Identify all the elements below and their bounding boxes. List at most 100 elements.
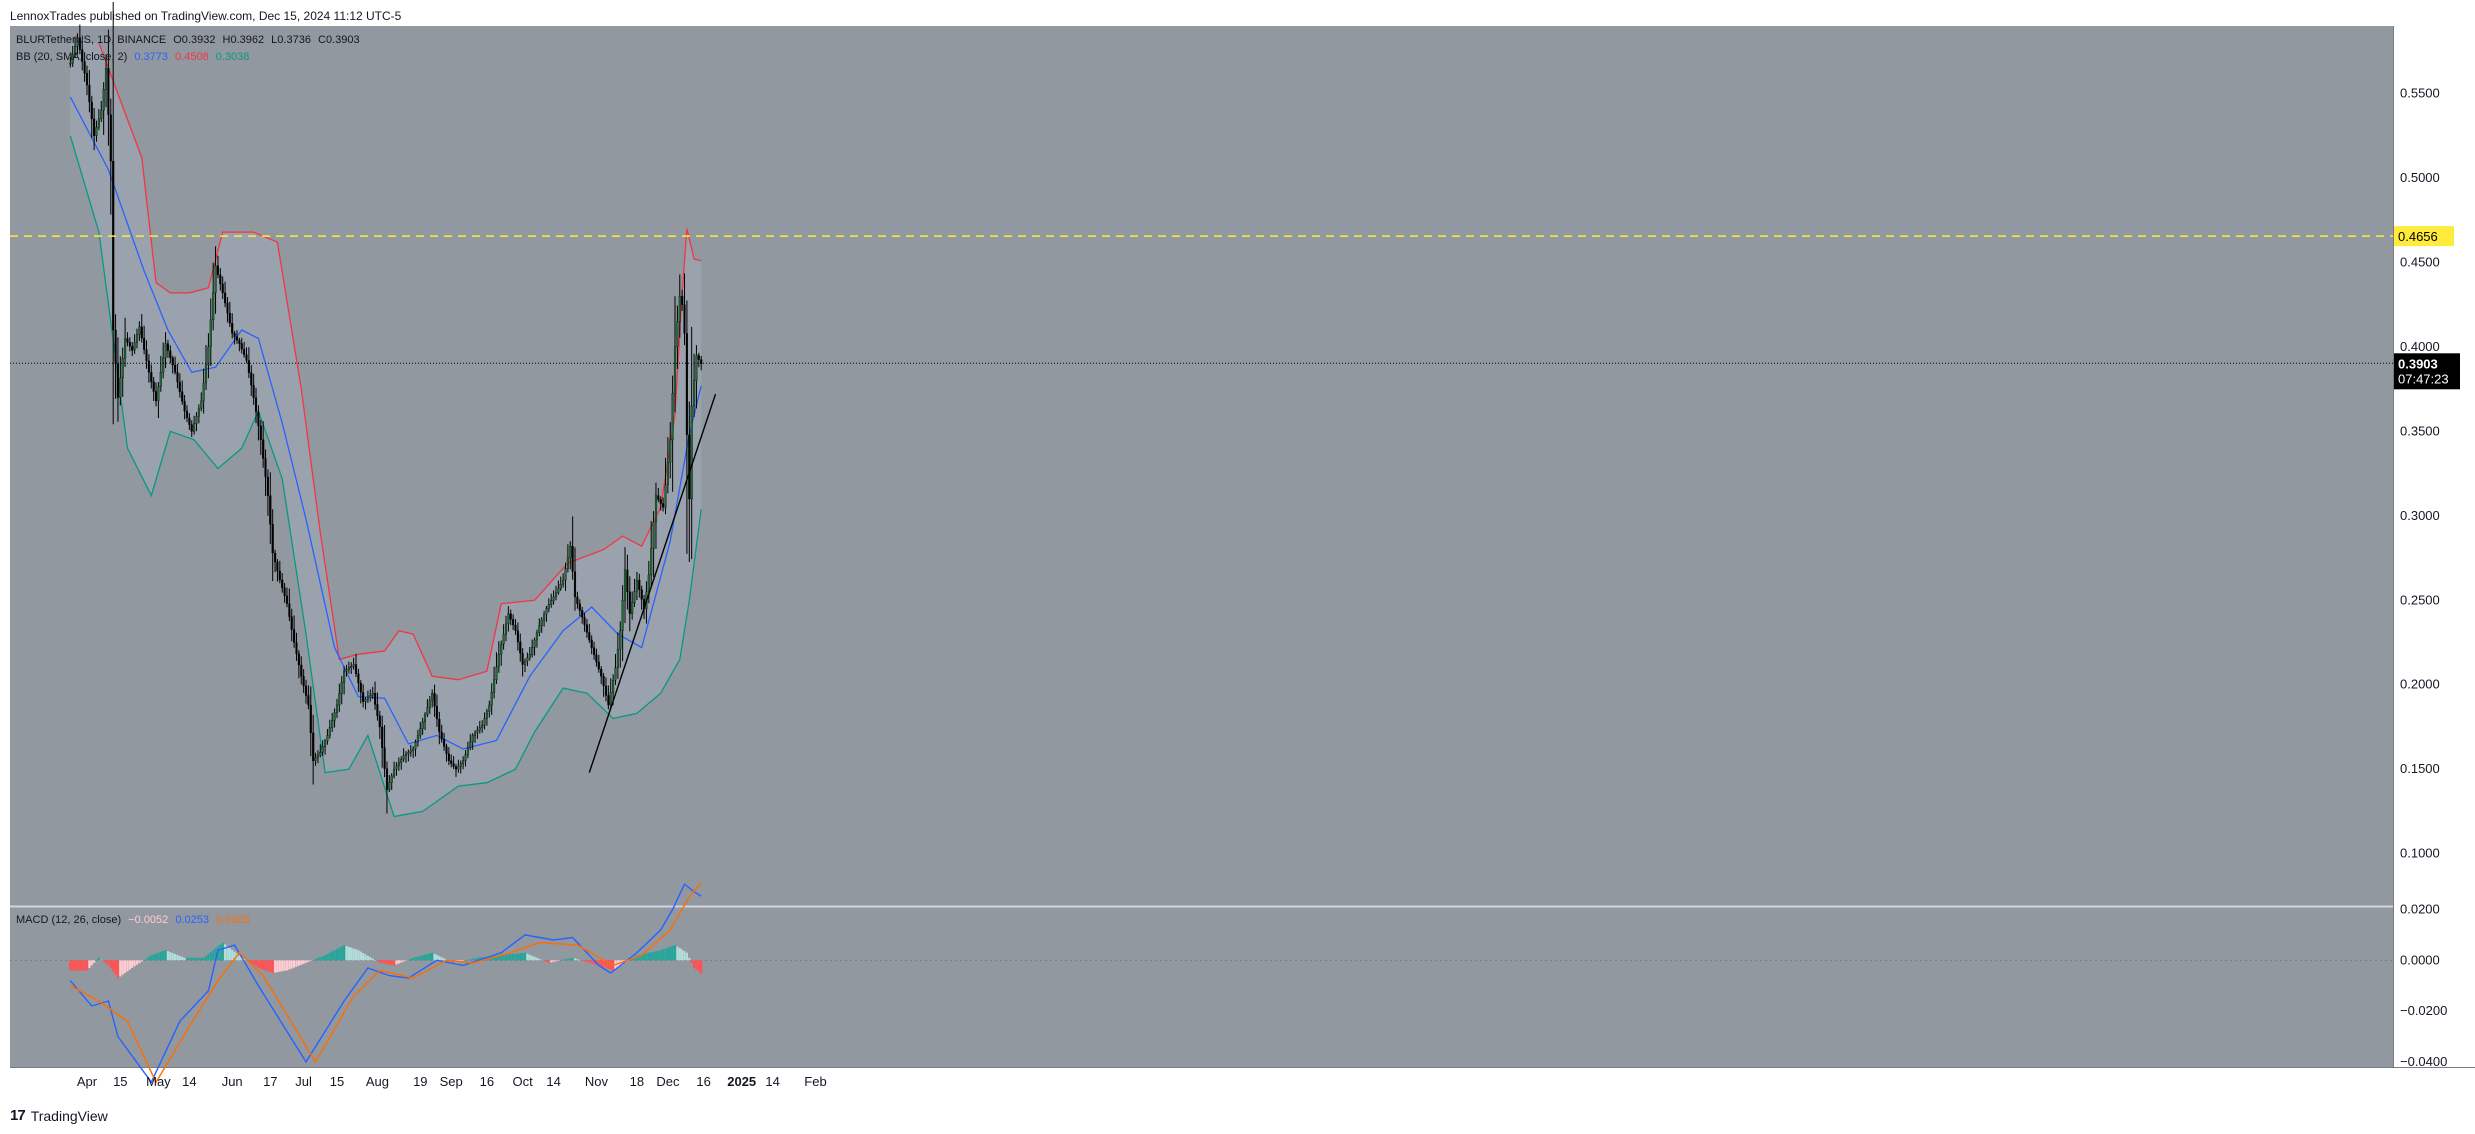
- macd-histogram-bar: [112, 960, 115, 972]
- candle-body: [366, 697, 369, 700]
- macd-histogram-bar: [414, 957, 417, 961]
- macd-histogram-bar: [143, 960, 146, 961]
- candle-body: [245, 354, 248, 361]
- high-value: H0.3962: [222, 34, 265, 46]
- candle-body: [531, 647, 534, 655]
- macd-histogram-bar: [288, 960, 291, 970]
- macd-histogram-bar: [376, 960, 379, 962]
- candle-body: [354, 664, 358, 674]
- macd-histogram-bar: [597, 960, 600, 966]
- macd-histogram-bar: [662, 949, 665, 961]
- macd-histogram-bar: [374, 960, 377, 961]
- macd-pane[interactable]: [10, 907, 2393, 1067]
- time-axis[interactable]: Apr 15 May 14 Jun 17 Jul 15 Aug 19 Sep 16 Oct 14 Nov 18…: [77, 1074, 827, 1089]
- candle-body: [697, 355, 700, 360]
- candle-body: [252, 385, 255, 398]
- candle-body: [433, 693, 436, 707]
- candle-body: [138, 326, 141, 335]
- macd-histogram-bar: [152, 954, 155, 961]
- candle-body: [238, 340, 241, 344]
- candle-body: [114, 329, 117, 364]
- macd-axis[interactable]: 0.0200 0.0000 −0.0200 −0.0400: [2400, 902, 2447, 1069]
- time-tick-label: Dec: [656, 1074, 680, 1089]
- macd-histogram-bar: [183, 957, 186, 961]
- candle-body: [685, 333, 688, 435]
- macd-histogram-bar: [233, 951, 236, 961]
- candle-body: [333, 712, 336, 721]
- macd-histogram-bar: [397, 960, 400, 964]
- macd-histogram-bar: [78, 960, 81, 971]
- candle-body: [340, 682, 343, 694]
- macd-histogram-bar: [657, 950, 660, 961]
- candle-body: [438, 718, 441, 733]
- candle-body: [471, 735, 474, 742]
- price-tick-label: 0.5000: [2400, 170, 2440, 185]
- candle-body: [583, 617, 586, 625]
- candle-body: [214, 265, 217, 293]
- candle-body: [216, 265, 219, 275]
- candle-body: [447, 753, 450, 761]
- candle-body: [459, 763, 462, 767]
- macd-histogram-bar: [671, 945, 674, 961]
- candle-body: [193, 423, 196, 432]
- macd-histogram-bar: [412, 957, 415, 961]
- candle-body: [157, 386, 160, 402]
- candle-body: [204, 364, 208, 384]
- macd-histogram-bar: [538, 958, 541, 961]
- candle-body: [190, 424, 193, 432]
- macd-histogram-bar: [259, 960, 262, 969]
- bb-label[interactable]: BB (20, SMA, close, 2): [16, 51, 128, 63]
- candle-body: [545, 608, 548, 615]
- candle-body: [621, 600, 624, 631]
- main-pane[interactable]: [10, 26, 2393, 906]
- candle-body: [578, 603, 581, 611]
- macd-histogram-bar: [219, 944, 222, 961]
- candle-body: [569, 546, 572, 558]
- macd-histogram-bar: [383, 960, 386, 964]
- macd-histogram-bar: [166, 951, 169, 961]
- macd-histogram-bar: [345, 945, 348, 961]
- macd-label[interactable]: MACD (12, 26, close): [16, 914, 122, 926]
- candle-body: [452, 763, 455, 767]
- macd-histogram-bar: [224, 944, 227, 961]
- time-tick-label: 19: [413, 1074, 427, 1089]
- macd-histogram-bar: [685, 952, 688, 961]
- candle-body: [538, 625, 541, 633]
- macd-histogram-bar: [209, 952, 212, 961]
- candle-body: [554, 592, 558, 598]
- candle-body: [174, 364, 177, 373]
- macd-histogram-bar: [550, 960, 553, 963]
- macd-histogram-bar: [371, 958, 374, 961]
- candle-body: [552, 596, 555, 601]
- macd-signal-line: [69, 882, 702, 1084]
- price-axis[interactable]: 0.5500 0.5000 0.4500 0.4000 0.3500 0.3000 0.25…: [2394, 86, 2460, 861]
- bb-band-fill: [70, 42, 702, 817]
- candle-body: [288, 603, 291, 617]
- candle-body: [302, 676, 305, 687]
- candle-body: [166, 343, 169, 351]
- candle-body: [247, 360, 250, 373]
- candle-body: [276, 561, 279, 572]
- candle-body: [421, 721, 424, 729]
- candle-body: [176, 372, 179, 383]
- candle-body: [450, 760, 453, 764]
- candle-body: [169, 350, 172, 359]
- macd-histogram-bar: [307, 960, 310, 962]
- main-legend: BLURTetherUS, 1D, BINANCE O0.3932 H0.396…: [16, 34, 364, 46]
- candle-body: [490, 692, 493, 706]
- symbol-label[interactable]: BLURTetherUS, 1D, BINANCE: [16, 34, 167, 46]
- candle-body: [121, 358, 124, 379]
- candle-body: [331, 720, 334, 728]
- candle-body: [550, 600, 553, 605]
- candle-body: [543, 614, 546, 621]
- resistance-badge-label: 0.4656: [2398, 229, 2438, 244]
- candle-body: [657, 495, 660, 500]
- candle-body: [602, 676, 605, 687]
- macd-histogram-bar: [573, 958, 577, 961]
- candle-body: [483, 718, 486, 726]
- brand-label[interactable]: TradingView: [30, 1107, 108, 1124]
- macd-histogram-bar: [328, 952, 331, 961]
- candle-body: [185, 410, 189, 419]
- macd-histogram-bar: [164, 950, 167, 961]
